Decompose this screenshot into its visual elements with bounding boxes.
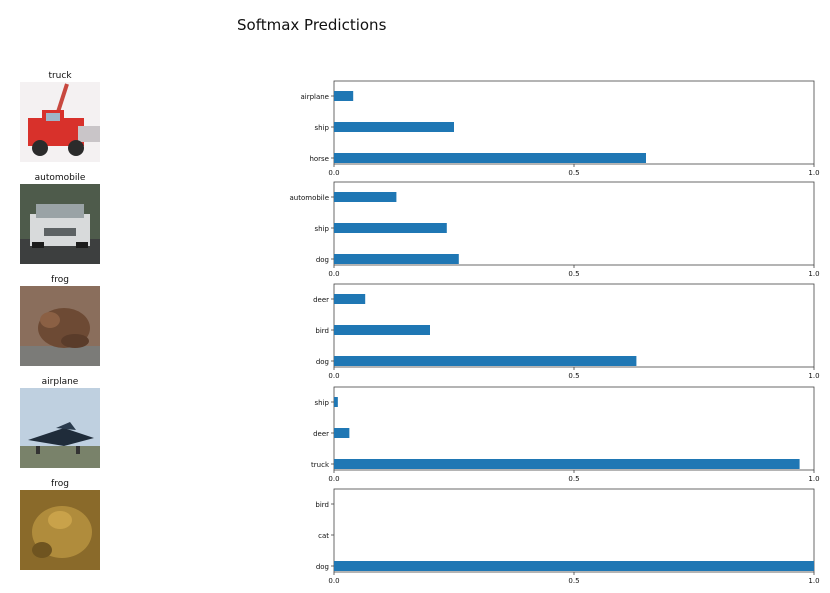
prediction-row: frog bird cat dog 0.0 0.5 1.0 xyxy=(20,479,820,585)
y-tick-label: airplane xyxy=(300,93,329,101)
thumb-frog-head xyxy=(40,312,60,328)
y-tick-label: cat xyxy=(318,532,329,540)
y-tick-label: dog xyxy=(316,256,329,264)
x-tick-label: 1.0 xyxy=(808,270,819,278)
image-label: frog xyxy=(51,275,69,285)
x-tick-label: 1.0 xyxy=(808,475,819,483)
thumb-ladder xyxy=(56,83,69,113)
thumb-wheel-front xyxy=(32,140,48,156)
car-image xyxy=(20,184,100,264)
y-tick-label: ship xyxy=(315,399,330,407)
x-tick-label: 0.0 xyxy=(328,270,339,278)
x-tick-label: 0.0 xyxy=(328,372,339,380)
prediction-row: automobile automobile ship dog 0.0 0.5 1.0 xyxy=(20,173,820,278)
bar xyxy=(334,356,637,366)
y-tick-label: ship xyxy=(315,225,330,233)
bar xyxy=(334,153,646,163)
thumb-wheel-right xyxy=(76,242,88,248)
truck-image xyxy=(20,82,100,162)
bar xyxy=(334,325,430,335)
x-tick-label: 0.5 xyxy=(568,577,579,585)
x-tick-label: 0.5 xyxy=(568,372,579,380)
thumb-truck-window xyxy=(46,113,60,121)
y-tick-label: automobile xyxy=(290,194,330,202)
y-tick-label: bird xyxy=(315,501,329,509)
airplane-image xyxy=(20,388,100,468)
x-tick-label: 1.0 xyxy=(808,577,819,585)
thumb-plane-tail xyxy=(56,422,76,430)
thumb-gear-right xyxy=(76,446,80,454)
thumb-ground xyxy=(20,446,100,468)
thumb-car-windshield xyxy=(36,204,84,218)
bar xyxy=(334,254,459,264)
y-tick-label: dog xyxy=(316,358,329,366)
thumb-truck-bed xyxy=(78,126,100,142)
x-tick-label: 0.5 xyxy=(568,270,579,278)
x-tick-label: 0.0 xyxy=(328,169,339,177)
x-tick-label: 1.0 xyxy=(808,169,819,177)
image-label: truck xyxy=(48,71,72,81)
x-tick-label: 0.5 xyxy=(568,475,579,483)
x-tick-label: 0.0 xyxy=(328,475,339,483)
thumb-ground xyxy=(20,346,100,366)
image-label: frog xyxy=(51,479,69,489)
y-tick-label: truck xyxy=(311,461,330,469)
x-tick-label: 0.0 xyxy=(328,577,339,585)
y-tick-label: dog xyxy=(316,563,329,571)
thumb-plane-body xyxy=(28,428,94,446)
bar xyxy=(334,223,447,233)
prediction-row: frog deer bird dog 0.0 0.5 1.0 xyxy=(20,275,820,380)
frog-image xyxy=(20,490,100,570)
axes-frame xyxy=(333,488,815,573)
bar xyxy=(334,459,800,469)
y-tick-label: deer xyxy=(313,430,329,438)
thumb-wheel-left xyxy=(32,242,44,248)
bar xyxy=(334,561,814,571)
y-tick-label: horse xyxy=(309,155,329,163)
frog-image xyxy=(20,286,100,366)
prediction-row: truck airplane ship horse 0.0 0.5 1.0 xyxy=(20,71,820,177)
thumb-car-grille xyxy=(44,228,76,236)
prediction-row: airplane ship deer truck 0.0 0.5 1.0 xyxy=(20,377,820,483)
image-label: airplane xyxy=(42,377,79,387)
y-tick-label: deer xyxy=(313,296,329,304)
bar xyxy=(334,91,354,101)
y-tick-label: bird xyxy=(315,327,329,335)
x-tick-label: 0.5 xyxy=(568,169,579,177)
bar xyxy=(334,122,454,132)
bar xyxy=(334,397,338,407)
bar xyxy=(334,428,350,438)
thumb-gear-left xyxy=(36,446,40,454)
bar xyxy=(334,192,397,202)
x-tick-label: 1.0 xyxy=(808,372,819,380)
y-tick-label: ship xyxy=(315,124,330,132)
thumb-wheel-back xyxy=(68,140,84,156)
thumb-frog-head xyxy=(48,511,72,529)
thumb-frog-leg xyxy=(61,334,89,348)
thumb-frog-leg xyxy=(32,542,52,558)
image-label: automobile xyxy=(35,173,86,183)
bar xyxy=(334,294,366,304)
axes-frame xyxy=(333,386,815,471)
page-title: Softmax Predictions xyxy=(237,16,387,34)
